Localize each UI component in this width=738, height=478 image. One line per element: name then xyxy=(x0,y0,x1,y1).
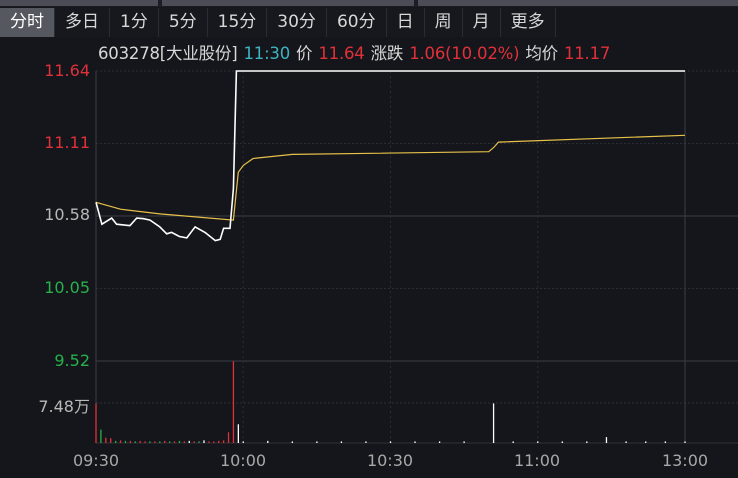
y-tick-label: 9.52 xyxy=(54,351,90,370)
x-tick-label: 10:00 xyxy=(219,451,267,470)
tab-2[interactable]: 1分 xyxy=(110,8,159,37)
tab-8[interactable]: 周 xyxy=(425,8,463,37)
tab-0[interactable]: 分时 xyxy=(0,8,55,37)
quote-info-bar: 603278[大业股份] 11:30 价 11.64 涨跌 1.06(10.02%) 均价 1… xyxy=(98,40,616,64)
window-top-strip xyxy=(0,0,738,7)
tab-6[interactable]: 60分 xyxy=(327,8,387,37)
change-label: 涨跌 xyxy=(370,44,404,63)
price-label: 价 xyxy=(296,44,313,63)
tab-9[interactable]: 月 xyxy=(463,8,501,37)
y-tick-label: 11.64 xyxy=(44,61,90,80)
avg-price-value: 11.17 xyxy=(563,44,611,63)
volume-tick-label: 7.48万 xyxy=(38,397,90,416)
x-tick-label: 11:00 xyxy=(513,451,561,470)
tab-4[interactable]: 15分 xyxy=(208,8,268,37)
quote-time: 11:30 xyxy=(243,44,291,63)
y-tick-label: 11.11 xyxy=(44,133,90,152)
price-line xyxy=(95,70,685,242)
stock-code-name: 603278[大业股份] xyxy=(98,44,238,63)
y-tick-label: 10.05 xyxy=(44,278,90,297)
x-tick-label: 13:00 xyxy=(661,451,709,470)
tab-10[interactable]: 更多 xyxy=(501,8,556,37)
tab-5[interactable]: 30分 xyxy=(267,8,327,37)
y-tick-label: 10.58 xyxy=(44,205,90,224)
change-value: 1.06(10.02%) xyxy=(409,44,520,63)
avg-price-label: 均价 xyxy=(525,44,558,63)
x-tick-label: 09:30 xyxy=(72,451,120,470)
x-tick-label: 10:30 xyxy=(366,451,414,470)
avg-price-line xyxy=(95,134,686,221)
tab-3[interactable]: 5分 xyxy=(159,8,208,37)
period-tabs: 分时 多日 1分 5分 15分 30分 60分日周月更多 xyxy=(0,8,556,37)
tab-7[interactable]: 日 xyxy=(387,8,425,37)
price-value: 11.64 xyxy=(318,44,365,63)
tab-1[interactable]: 多日 xyxy=(55,8,110,37)
